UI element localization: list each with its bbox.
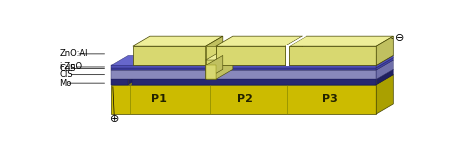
Polygon shape <box>111 60 223 70</box>
Polygon shape <box>216 55 393 65</box>
Polygon shape <box>285 45 289 66</box>
Text: P2: P2 <box>236 93 252 103</box>
Polygon shape <box>216 68 376 70</box>
Polygon shape <box>216 58 393 68</box>
Polygon shape <box>133 46 206 65</box>
Polygon shape <box>206 55 223 79</box>
Text: CdS: CdS <box>59 64 76 73</box>
Polygon shape <box>285 36 307 46</box>
Polygon shape <box>111 85 376 114</box>
Polygon shape <box>376 58 393 70</box>
Polygon shape <box>216 36 303 46</box>
Polygon shape <box>111 58 223 68</box>
Text: i-ZnO: i-ZnO <box>59 62 82 71</box>
Polygon shape <box>216 70 376 79</box>
Polygon shape <box>206 65 216 79</box>
Text: ⊖: ⊖ <box>395 33 404 43</box>
Polygon shape <box>285 36 303 65</box>
Polygon shape <box>206 58 223 70</box>
Polygon shape <box>111 75 393 85</box>
Polygon shape <box>111 55 223 65</box>
Polygon shape <box>289 36 393 46</box>
Text: Mo: Mo <box>59 79 72 88</box>
Text: ⊕: ⊕ <box>110 114 119 124</box>
Text: ZnO:Al: ZnO:Al <box>59 49 88 58</box>
Polygon shape <box>376 75 393 114</box>
Polygon shape <box>111 68 206 70</box>
Polygon shape <box>376 60 393 79</box>
Polygon shape <box>111 70 206 79</box>
Polygon shape <box>128 69 145 85</box>
Polygon shape <box>216 65 376 68</box>
Polygon shape <box>289 46 376 65</box>
Polygon shape <box>111 69 145 79</box>
Text: P3: P3 <box>322 93 337 103</box>
Polygon shape <box>376 36 393 65</box>
Polygon shape <box>206 46 216 79</box>
Text: CIS: CIS <box>59 70 73 79</box>
Polygon shape <box>111 79 128 85</box>
Polygon shape <box>206 60 223 79</box>
Text: P1: P1 <box>151 93 167 103</box>
Polygon shape <box>376 55 393 68</box>
Polygon shape <box>216 50 233 79</box>
Polygon shape <box>206 55 223 68</box>
Polygon shape <box>206 36 223 65</box>
Polygon shape <box>216 46 285 65</box>
Polygon shape <box>132 79 376 85</box>
Polygon shape <box>376 69 393 85</box>
Polygon shape <box>133 36 223 46</box>
Polygon shape <box>132 69 393 79</box>
Polygon shape <box>111 65 206 68</box>
Polygon shape <box>206 50 233 60</box>
Polygon shape <box>216 60 393 70</box>
